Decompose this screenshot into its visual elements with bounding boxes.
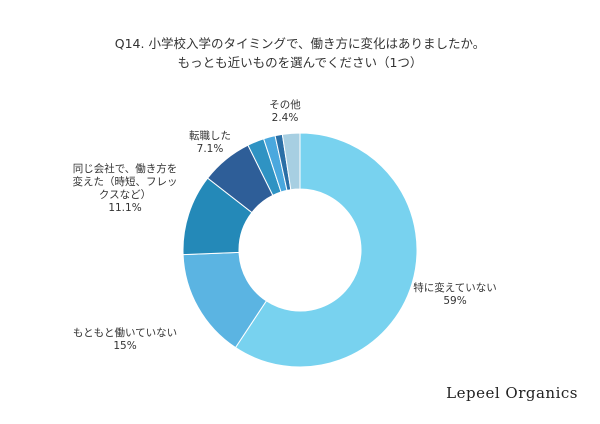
label-none-value: 59% — [443, 295, 467, 307]
chart-title-line-1: Q14. 小学校入学のタイミングで、働き方に変化はありましたか。 — [114, 36, 486, 51]
brand-logo-text: Lepeel Organics — [446, 384, 578, 402]
label-none: 特に変えていない 59% — [405, 282, 505, 308]
chart-title: Q14. 小学校入学のタイミングで、働き方に変化はありましたか。 もっとも近いも… — [0, 34, 600, 72]
label-not-working-value: 15% — [113, 340, 137, 352]
label-same-company-line3: クスなど） — [98, 189, 152, 201]
label-other-name: その他 — [269, 99, 301, 111]
donut-slice-7 — [281, 132, 301, 191]
label-not-working: もともと働いていない 15% — [60, 327, 190, 353]
chart-title-line-2: もっとも近いものを選んでください（1つ） — [177, 55, 423, 70]
label-job-change-value: 7.1% — [196, 143, 224, 155]
label-same-company-line2: 変えた（時短、フレッ — [72, 176, 178, 188]
donut-slice-0 — [234, 132, 418, 368]
label-none-name: 特に変えていない — [413, 282, 497, 294]
label-same-company-line1: 同じ会社で、働き方を — [72, 163, 178, 175]
label-other: その他 2.4% — [255, 99, 315, 125]
label-same-company: 同じ会社で、働き方を 変えた（時短、フレッ クスなど） 11.1% — [65, 163, 185, 215]
label-same-company-value: 11.1% — [108, 202, 142, 214]
label-job-change-name: 転職した — [189, 130, 231, 142]
label-other-value: 2.4% — [271, 112, 299, 124]
label-job-change: 転職した 7.1% — [180, 130, 240, 156]
label-not-working-name: もともと働いていない — [72, 327, 178, 339]
